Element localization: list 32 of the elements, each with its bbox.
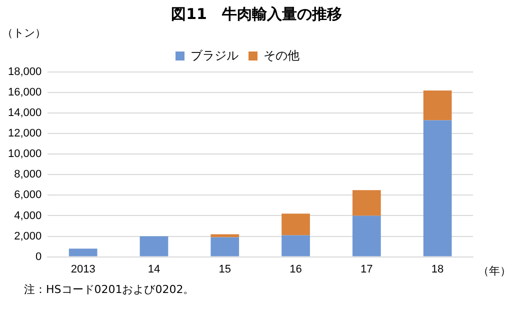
y-tick-label: 6,000 — [14, 189, 42, 202]
y-tick-label: 8,000 — [14, 168, 42, 181]
y-axis-title: （トン） — [2, 26, 46, 40]
text: 注：HSコード0201および0202。 — [23, 282, 196, 297]
x-tick-label: 14 — [148, 263, 160, 276]
chart-title: 図11 牛肉輸入量の推移 — [170, 4, 343, 25]
y-tick-label: 12,000 — [8, 128, 42, 140]
y-tick-label: 2,000 — [14, 230, 42, 242]
bar — [352, 190, 381, 216]
x-axis-title: （年） — [478, 264, 511, 278]
bar — [423, 120, 452, 256]
y-tick-label: 14,000 — [8, 107, 42, 120]
x-tick-label: 17 — [360, 263, 373, 276]
x-tick-label: 15 — [218, 263, 231, 276]
legend-label: ブラジル — [190, 48, 238, 62]
x-tick-label: 18 — [431, 263, 444, 276]
y-tick-label: 0 — [36, 250, 42, 263]
y-tick-label: 18,000 — [8, 66, 42, 78]
bar — [423, 90, 452, 120]
y-tick-label: 4,000 — [14, 210, 42, 222]
x-tick-label: 16 — [290, 263, 302, 276]
bar — [68, 248, 98, 256]
bar — [210, 237, 240, 256]
legend-label: その他 — [264, 48, 300, 62]
bar — [282, 235, 310, 256]
x-tick-label: 2013 — [70, 263, 96, 276]
bar — [140, 236, 168, 256]
bar — [352, 216, 381, 256]
bar — [210, 234, 240, 238]
y-tick-label: 16,000 — [8, 86, 42, 99]
y-tick-label: 10,000 — [8, 148, 42, 160]
bar — [282, 214, 310, 236]
